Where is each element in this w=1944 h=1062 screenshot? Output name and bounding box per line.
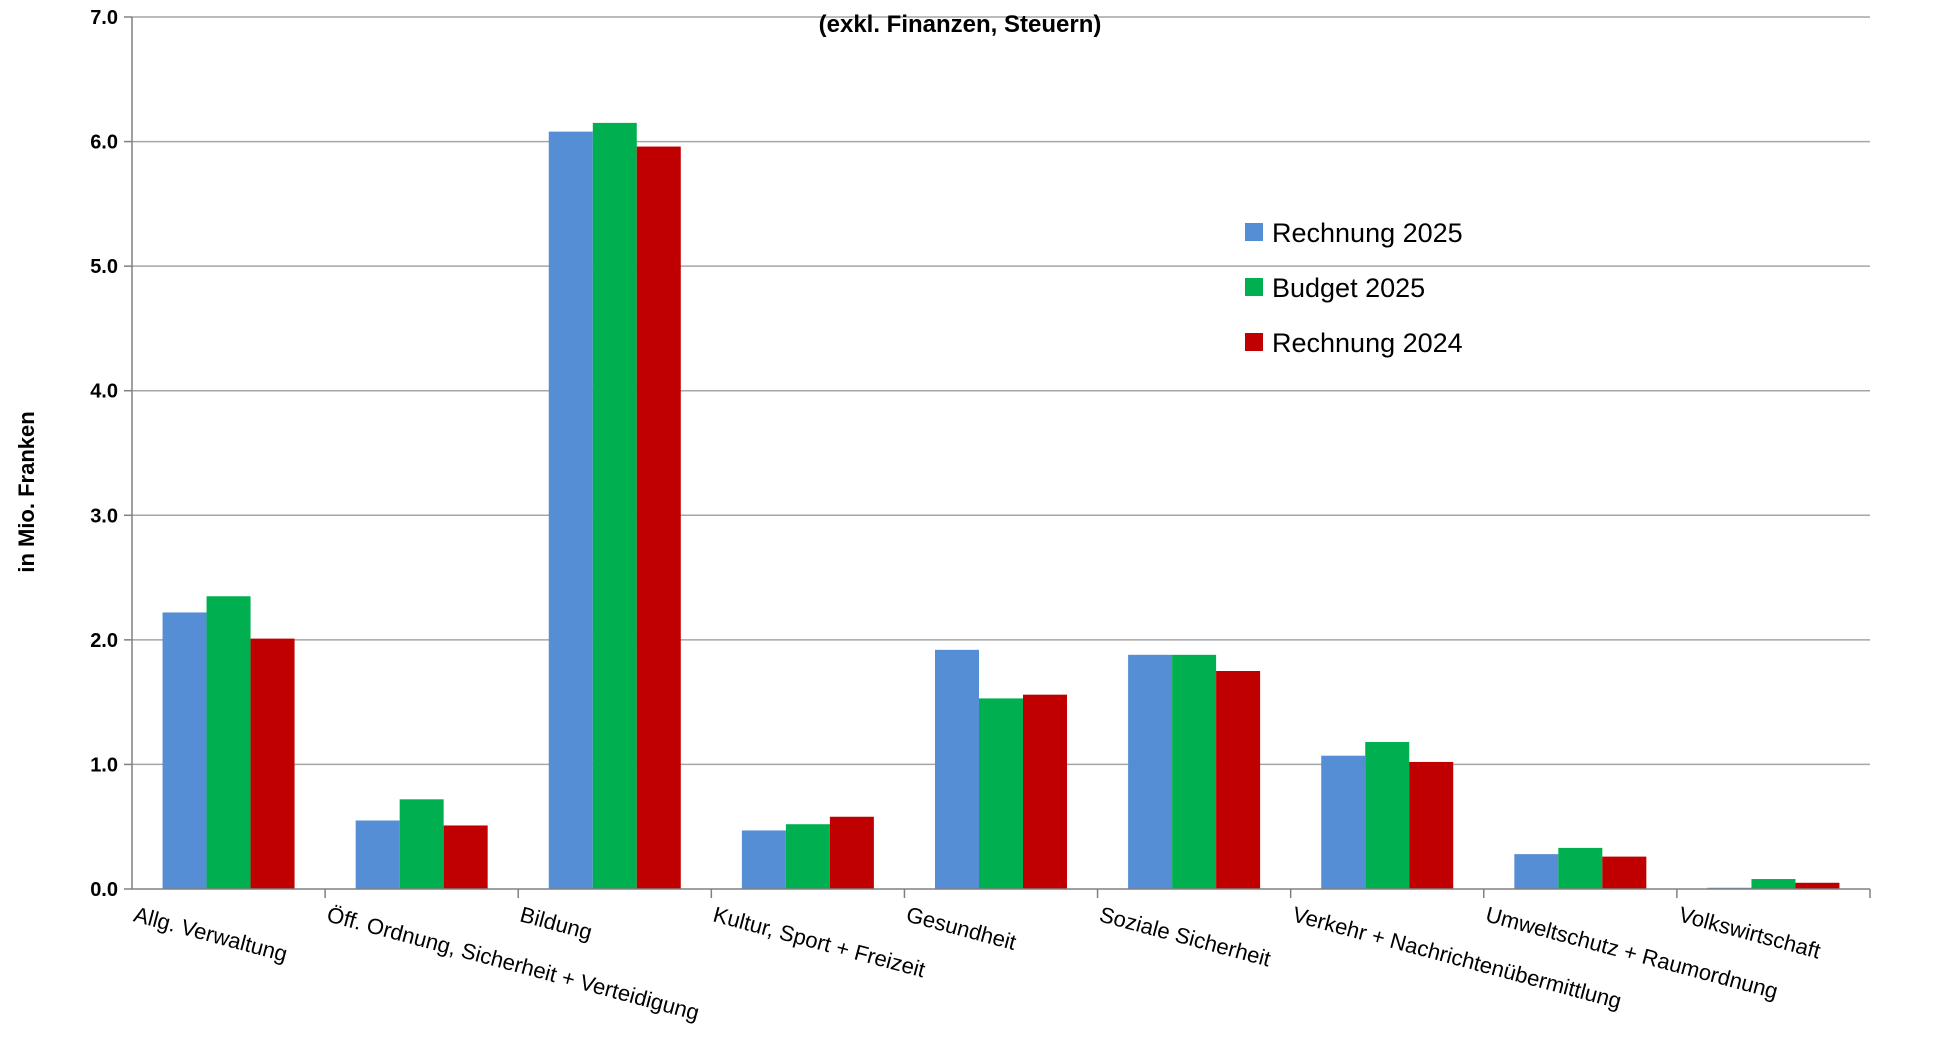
x-tick-label: Soziale Sicherheit (1097, 902, 1274, 972)
legend-label: Rechnung 2024 (1272, 328, 1463, 358)
bar (1795, 882, 1840, 889)
x-tick-label: Volkswirtschaft (1676, 902, 1823, 964)
x-tick-label: Gesundheit (904, 902, 1019, 955)
x-tick-label: Verkehr + Nachrichtenübermittlung (1290, 902, 1624, 1014)
x-tick-label: Bildung (517, 902, 594, 945)
bar (548, 131, 593, 889)
bar (1558, 847, 1603, 889)
x-tick-label: Kultur, Sport + Freizeit (711, 902, 928, 983)
chart-title: (exkl. Finanzen, Steuern) (819, 11, 1102, 38)
bar (162, 612, 207, 889)
bar (206, 596, 251, 889)
legend-swatch (1245, 278, 1263, 296)
axes (131, 17, 1871, 898)
bar (829, 816, 874, 889)
bar (1365, 742, 1410, 889)
y-axis-label: in Mio. Franken (14, 411, 39, 572)
legend-label: Budget 2025 (1272, 273, 1425, 303)
x-tick-labels: Allg. Verwaltung Öff. Ordnung, Sicherheit… (131, 902, 1823, 1026)
bar (1216, 671, 1261, 889)
bar (592, 122, 637, 889)
bar (1602, 856, 1647, 889)
y-tick-label: 0.0 (90, 879, 118, 901)
bar (785, 824, 830, 889)
legend-label: Rechnung 2025 (1272, 218, 1463, 248)
bar (935, 649, 979, 889)
bar (636, 146, 681, 889)
bar (741, 830, 786, 889)
bar (355, 820, 400, 889)
y-tick-labels: 0.0 1.0 2.0 3.0 4.0 5.0 6.0 7.0 (90, 7, 118, 901)
y-tick-label: 6.0 (90, 132, 118, 154)
y-tick-label: 4.0 (90, 381, 118, 403)
x-tick-label: Allg. Verwaltung (131, 902, 290, 967)
y-tick-label: 2.0 (90, 630, 118, 652)
bar (1172, 654, 1217, 889)
y-tick-label: 7.0 (90, 7, 118, 29)
bar (1023, 694, 1067, 889)
bar (1514, 854, 1559, 889)
legend-swatch (1245, 223, 1263, 241)
bar (1409, 761, 1454, 889)
bar (250, 638, 295, 889)
bar (399, 799, 444, 889)
bar (979, 698, 1023, 889)
bar (1751, 879, 1796, 889)
y-tick-label: 3.0 (90, 505, 118, 527)
bars (162, 122, 1840, 889)
gridlines (124, 16, 1870, 890)
legend: Rechnung 2025 Budget 2025 Rechnung 2024 (1245, 218, 1463, 358)
bar (1128, 654, 1173, 889)
bar (1321, 755, 1366, 889)
bar (443, 825, 488, 889)
y-tick-label: 1.0 (90, 754, 118, 776)
legend-swatch (1245, 333, 1263, 351)
x-tick-label: Öff. Ordnung, Sicherheit + Verteidigung (324, 902, 702, 1026)
y-tick-label: 5.0 (90, 256, 118, 278)
